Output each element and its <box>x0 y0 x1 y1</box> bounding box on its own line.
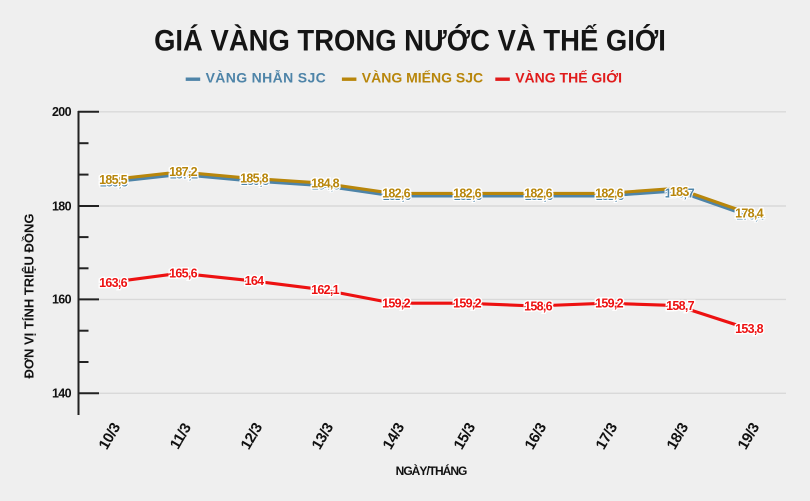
svg-text:VÀNG NHẪN SJC: VÀNG NHẪN SJC <box>206 70 326 86</box>
svg-text:12/3: 12/3 <box>238 420 267 452</box>
svg-text:184,8: 184,8 <box>312 179 341 193</box>
svg-text:VÀNG THẾ GIỚI: VÀNG THẾ GIỚI <box>515 69 622 86</box>
svg-text:18/3: 18/3 <box>664 420 693 452</box>
svg-text:11/3: 11/3 <box>167 421 195 453</box>
svg-text:GIÁ VÀNG TRONG NƯỚC VÀ THẾ GIỚ: GIÁ VÀNG TRONG NƯỚC VÀ THẾ GIỚI <box>154 22 666 57</box>
svg-text:163,6: 163,6 <box>99 276 128 290</box>
svg-text:182,6: 182,6 <box>524 187 553 201</box>
svg-text:159,2: 159,2 <box>382 297 411 311</box>
svg-text:182,6: 182,6 <box>454 189 483 203</box>
svg-text:13/3: 13/3 <box>309 420 338 452</box>
svg-text:158,6: 158,6 <box>524 299 553 313</box>
svg-text:187,2: 187,2 <box>169 165 198 179</box>
svg-text:182,6: 182,6 <box>382 187 411 201</box>
svg-text:182,6: 182,6 <box>596 189 625 203</box>
svg-text:159,2: 159,2 <box>453 297 482 311</box>
svg-text:183: 183 <box>670 185 690 199</box>
svg-text:160: 160 <box>52 293 72 307</box>
svg-text:153,8: 153,8 <box>735 322 764 336</box>
svg-text:180: 180 <box>52 199 72 213</box>
svg-text:140: 140 <box>52 387 72 401</box>
svg-text:14/3: 14/3 <box>380 420 409 452</box>
svg-text:184,8: 184,8 <box>311 176 340 190</box>
svg-text:183,7: 183,7 <box>665 187 694 201</box>
svg-text:182,6: 182,6 <box>595 187 624 201</box>
svg-text:15/3: 15/3 <box>451 420 480 452</box>
svg-text:NGÀY/THÁNG: NGÀY/THÁNG <box>396 463 467 478</box>
svg-text:185,8: 185,8 <box>241 174 270 188</box>
svg-text:200: 200 <box>52 105 72 119</box>
svg-text:7: 7 <box>688 187 695 201</box>
svg-text:185,5: 185,5 <box>99 173 128 187</box>
svg-text:178,4: 178,4 <box>736 209 765 223</box>
svg-text:162,1: 162,1 <box>311 283 340 297</box>
svg-text:17/3: 17/3 <box>593 420 622 452</box>
svg-text:185,5: 185,5 <box>100 175 129 189</box>
svg-text:182,6: 182,6 <box>453 187 482 201</box>
svg-text:182,6: 182,6 <box>525 189 554 203</box>
svg-text:10/3: 10/3 <box>96 420 125 452</box>
svg-text:ĐƠN VỊ TÍNH TRIỆU ĐỒNG: ĐƠN VỊ TÍNH TRIỆU ĐỒNG <box>22 214 37 379</box>
svg-text:178,4: 178,4 <box>735 206 764 220</box>
svg-text:185,8: 185,8 <box>240 172 269 186</box>
svg-text:158,7: 158,7 <box>666 299 695 313</box>
svg-text:182,6: 182,6 <box>383 189 412 203</box>
svg-text:187,2: 187,2 <box>170 167 199 181</box>
svg-text:165,6: 165,6 <box>169 267 198 281</box>
svg-text:19/3: 19/3 <box>735 420 764 452</box>
svg-text:164: 164 <box>245 274 265 288</box>
svg-text:VÀNG MIẾNG SJC: VÀNG MIẾNG SJC <box>362 70 483 86</box>
svg-text:159,2: 159,2 <box>595 297 624 311</box>
svg-text:16/3: 16/3 <box>522 420 551 452</box>
